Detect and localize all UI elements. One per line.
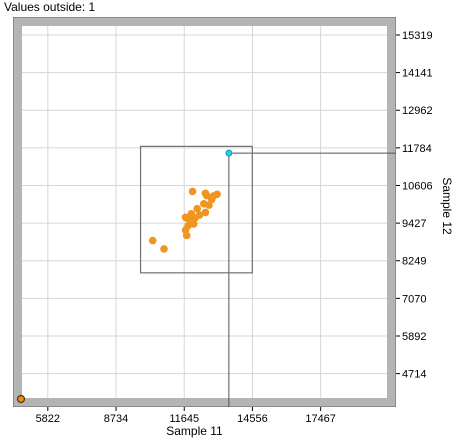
crosshair-lines [228, 152, 396, 407]
y-axis-title: Sample 12 [440, 177, 454, 235]
y-tick-label: 9427 [402, 218, 426, 230]
frame-border [13, 17, 396, 407]
data-point [201, 208, 210, 217]
x-tick-label: 8734 [104, 413, 128, 425]
selected-marker-point[interactable] [225, 149, 233, 157]
selection-box[interactable] [139, 145, 253, 274]
data-point [189, 220, 198, 228]
x-tick-label: 17467 [305, 413, 336, 425]
data-points [148, 187, 221, 253]
outside-value-marker[interactable] [16, 394, 26, 404]
data-point [193, 204, 202, 213]
data-point [148, 236, 157, 245]
y-tick-label: 12962 [402, 105, 433, 117]
data-point [213, 190, 221, 199]
y-tick-label: 15319 [402, 30, 433, 42]
data-point [188, 187, 197, 196]
y-tick-label: 8249 [402, 256, 426, 268]
x-tick-label: 14556 [237, 413, 268, 425]
y-tick-label: 11784 [402, 143, 432, 155]
y-tick-label: 5892 [402, 331, 426, 343]
data-point [184, 215, 193, 223]
y-axis-ticks: 4714 5892 7070 8249 9427 10606 11784 12962 14141… [396, 30, 433, 381]
y-tick-label: 7070 [402, 293, 426, 305]
x-axis-title: Sample 11 [166, 424, 223, 438]
x-axis-ticks: 5822 8734 11645 14556 17467 [36, 407, 336, 425]
data-point [201, 189, 210, 198]
y-tick-label: 10606 [402, 180, 433, 192]
data-point [195, 211, 204, 219]
data-point [205, 201, 213, 209]
y-tick-label: 4714 [402, 369, 426, 381]
y-tick-label: 14141 [402, 68, 433, 80]
data-point [160, 245, 168, 253]
x-tick-label: 5822 [36, 413, 60, 425]
values-outside-label: Values outside: 1 [4, 0, 96, 14]
x-tick-label: 11645 [169, 413, 199, 425]
